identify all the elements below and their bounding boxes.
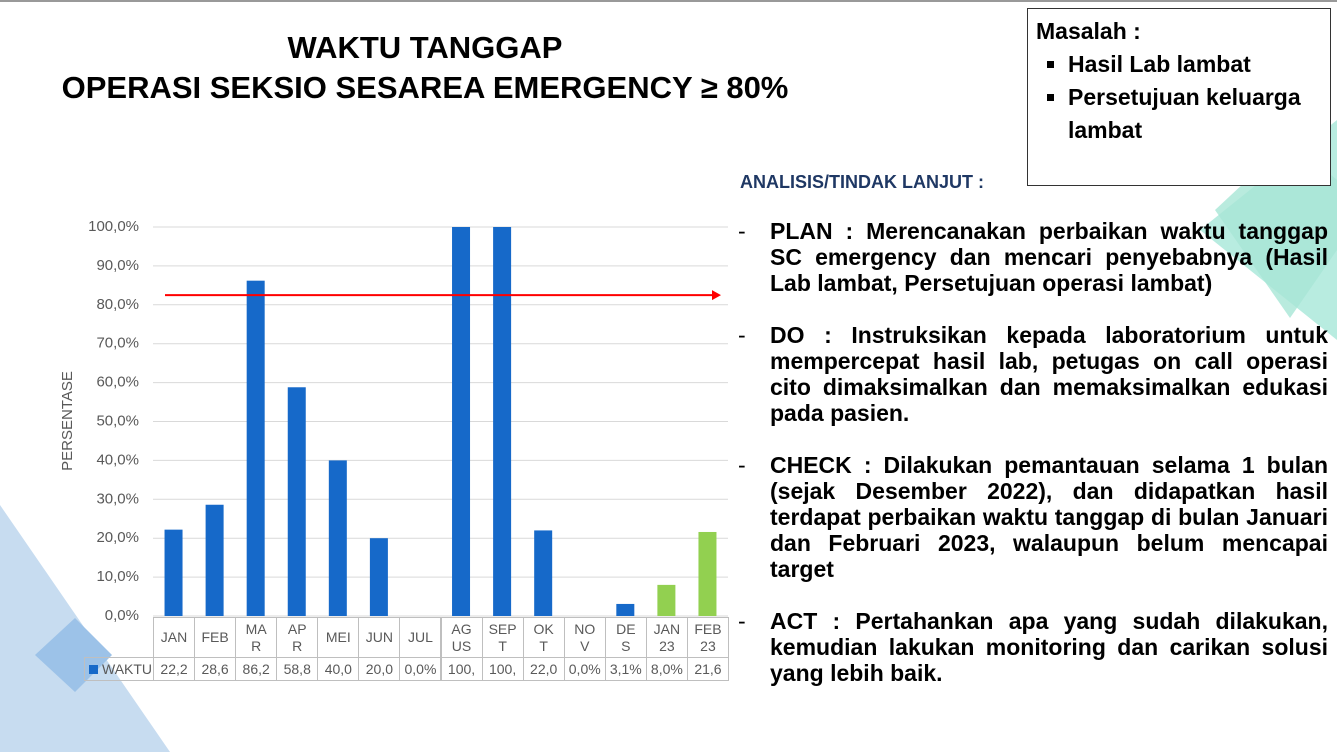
category-label: OKT <box>522 617 565 658</box>
analysis-heading: ANALISIS/TINDAK LANJUT : <box>740 172 984 192</box>
deco-diamond <box>35 618 112 692</box>
bullet: - <box>738 452 746 478</box>
category-label: APR <box>276 617 319 658</box>
analysis-item: - DO : Instruksikan kepada laboratorium u… <box>738 322 1328 426</box>
category-label: FEB 23 <box>686 617 729 658</box>
bar <box>246 280 265 616</box>
bar <box>493 227 512 616</box>
chart: PERSENTASE 0,0% 10,0% 20,0% 30,0% 40,0% 50,0%… <box>59 218 728 624</box>
value-label: 28,6 <box>194 657 237 681</box>
value-label: 22,2 <box>153 657 196 681</box>
value-label: 86,2 <box>235 657 278 681</box>
y-tick-label: 20,0% <box>96 529 139 546</box>
bullet: - <box>738 322 746 348</box>
value-label: 100, <box>481 657 524 681</box>
y-tick-label: 90,0% <box>96 257 139 274</box>
problem-box: Masalah : Hasil Lab lambat Persetujuan k… <box>1027 8 1331 186</box>
bar <box>534 530 553 616</box>
analysis-item: - ACT : Pertahankan apa yang sudah dilaku… <box>738 608 1328 686</box>
title: WAKTU TANGGAP <box>287 30 563 65</box>
value-label: 0,0% <box>563 657 606 681</box>
category-label: FEB <box>194 617 237 658</box>
analysis-text: ACT : Pertahankan apa yang sudah dilakuk… <box>770 608 1328 686</box>
bar <box>205 504 224 616</box>
analysis-item: - PLAN : Merencanakan perbaikan waktu tan… <box>738 218 1328 296</box>
bar <box>328 460 347 616</box>
bar <box>287 387 306 616</box>
legend-swatch <box>89 664 98 674</box>
y-tick-label: 60,0% <box>96 374 139 391</box>
y-tick-label: 50,0% <box>96 412 139 429</box>
category-label: JUN <box>358 617 401 658</box>
y-tick-label: 100,0% <box>88 218 139 235</box>
y-axis-title: PERSENTASE <box>59 371 76 471</box>
value-label: 21,6 <box>686 657 729 681</box>
problem-item: Hasil Lab lambat <box>1068 48 1322 81</box>
bullet: - <box>738 218 746 244</box>
category-label: SEPT <box>481 617 524 658</box>
value-label: 20,0 <box>358 657 401 681</box>
analysis-text: PLAN : Merencanakan perbaikan waktu tang… <box>770 218 1328 296</box>
problem-item: Persetujuan keluarga lambat <box>1068 81 1322 147</box>
value-label: 3,1% <box>604 657 647 681</box>
bar <box>369 538 388 616</box>
bar <box>657 584 676 616</box>
category-label: AGUS <box>440 617 483 658</box>
legend: WAKTU <box>84 657 154 681</box>
y-tick-label: 40,0% <box>96 451 139 468</box>
problem-heading: Masalah : <box>1036 18 1141 44</box>
category-label: MEI <box>317 617 360 658</box>
analysis-text: CHECK : Dilakukan pemantauan selama 1 bu… <box>770 452 1328 582</box>
value-label: 58,8 <box>276 657 319 681</box>
y-tick-label: 80,0% <box>96 296 139 313</box>
category-label: DES <box>604 617 647 658</box>
category-label: MAR <box>235 617 278 658</box>
legend-label: WAKTU <box>102 660 153 677</box>
bar <box>616 603 635 616</box>
target-arrow <box>712 290 721 301</box>
bar <box>698 531 717 616</box>
category-label: JAN 23 <box>645 617 688 658</box>
value-label: 8,0% <box>645 657 688 681</box>
analysis-list: - PLAN : Merencanakan perbaikan waktu tan… <box>738 218 1328 712</box>
bullet: - <box>738 608 746 634</box>
category-label: NOV <box>563 617 606 658</box>
category-label: JUL <box>399 617 442 658</box>
category-label: JAN <box>153 617 196 658</box>
y-tick-label: 10,0% <box>96 568 139 585</box>
value-label: 22,0 <box>522 657 565 681</box>
y-tick-label: 70,0% <box>96 335 139 352</box>
bar <box>164 529 183 616</box>
value-label: 100, <box>440 657 483 681</box>
title: OPERASI SEKSIO SESAREA EMERGENCY ≥ 80% <box>61 70 789 105</box>
bar <box>452 227 471 616</box>
y-tick-label: 0,0% <box>105 607 139 624</box>
problem-list: Hasil Lab lambat Persetujuan keluarga la… <box>1036 48 1322 147</box>
value-label: 40,0 <box>317 657 360 681</box>
analysis-text: DO : Instruksikan kepada laboratorium un… <box>770 322 1328 426</box>
analysis-item: - CHECK : Dilakukan pemantauan selama 1 b… <box>738 452 1328 582</box>
value-label: 0,0% <box>399 657 442 681</box>
y-tick-label: 30,0% <box>96 490 139 507</box>
